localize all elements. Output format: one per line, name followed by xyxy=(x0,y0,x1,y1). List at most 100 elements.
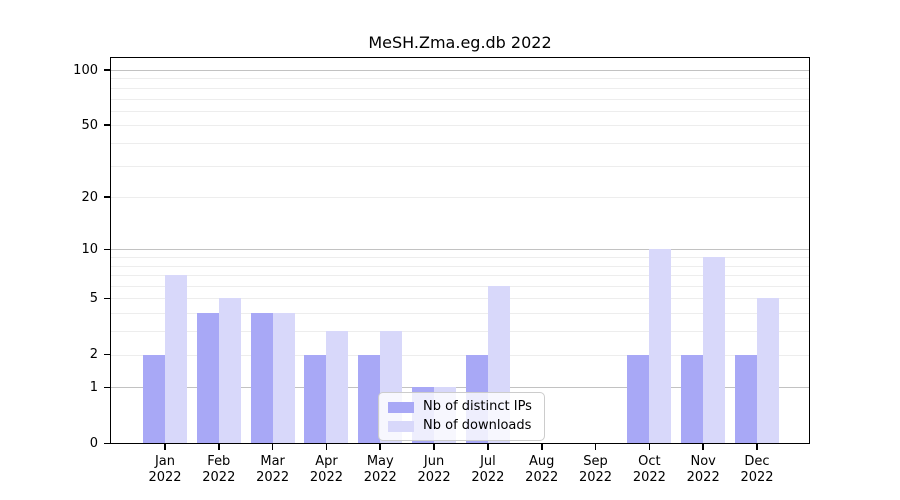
x-label-month: May xyxy=(366,453,394,469)
x-label-year: 2022 xyxy=(202,469,236,485)
x-label-month: Apr xyxy=(315,453,338,469)
gridline-minor xyxy=(111,298,809,300)
y-axis-tick-label: 1 xyxy=(89,379,98,395)
gridline-minor xyxy=(111,78,809,80)
x-label-year: 2022 xyxy=(471,469,505,485)
x-label-year: 2022 xyxy=(686,469,720,485)
x-axis-tick xyxy=(325,443,328,450)
x-axis-tick-label: Apr 2022 xyxy=(310,454,343,486)
bar-distinct-ips xyxy=(627,354,650,444)
gridline-minor xyxy=(111,125,809,127)
gridline-minor xyxy=(111,197,809,199)
y-axis-tick-label: 50 xyxy=(81,117,98,133)
bar-distinct-ips xyxy=(250,313,273,444)
y-axis-tick-label: 0 xyxy=(89,436,98,451)
gridline-minor xyxy=(111,286,809,288)
x-axis-tick-label: Oct 2022 xyxy=(633,454,666,486)
bar-downloads xyxy=(272,313,295,444)
y-axis-tick-label: 10 xyxy=(81,241,98,257)
y-axis-tick-label: 2 xyxy=(89,347,98,363)
legend: Nb of distinct IPs Nb of downloads xyxy=(378,392,545,441)
x-axis-tick xyxy=(487,443,489,450)
x-axis-tick-label: Sep 2022 xyxy=(579,454,612,486)
x-label-year: 2022 xyxy=(148,469,182,485)
x-label-year: 2022 xyxy=(525,469,559,485)
y-axis-tick-label: 5 xyxy=(89,290,98,306)
bar-downloads xyxy=(703,257,726,444)
gridline-minor xyxy=(111,265,809,267)
x-label-year: 2022 xyxy=(309,469,343,485)
bar-downloads xyxy=(326,331,349,444)
gridline-minor xyxy=(111,98,809,100)
chart-title: MeSH.Zma.eg.db 2022 xyxy=(368,33,552,52)
bar-distinct-ips xyxy=(143,354,165,444)
x-axis-tick xyxy=(594,443,597,450)
y-axis-tick xyxy=(104,442,110,445)
gridline-minor xyxy=(111,257,809,259)
x-label-year: 2022 xyxy=(632,469,666,485)
x-axis-tick-label: Mar 2022 xyxy=(256,454,289,486)
x-label-month: Jan xyxy=(154,453,176,469)
x-label-month: Sep xyxy=(583,453,608,469)
y-axis-tick xyxy=(104,196,110,198)
x-label-month: Jul xyxy=(480,453,496,469)
x-axis-tick xyxy=(648,443,651,450)
x-label-month: Aug xyxy=(529,453,555,469)
legend-item-distinct-ips: Nb of distinct IPs xyxy=(388,399,532,415)
bar-distinct-ips xyxy=(358,354,381,444)
gridline-major xyxy=(111,70,809,71)
x-axis-tick xyxy=(218,443,220,450)
gridline-minor xyxy=(111,275,809,277)
x-label-month: Dec xyxy=(744,453,770,469)
x-label-month: Mar xyxy=(260,453,285,469)
x-axis-tick-label: Jan 2022 xyxy=(148,454,181,486)
y-axis-tick-label: 100 xyxy=(73,62,98,78)
gridline-minor xyxy=(111,87,809,89)
x-label-month: Oct xyxy=(638,453,661,469)
x-axis-tick xyxy=(756,443,758,450)
y-axis-tick-label: 20 xyxy=(81,189,98,205)
x-label-month: Jun xyxy=(423,453,445,469)
x-axis-tick-label: Nov 2022 xyxy=(687,454,720,486)
y-axis-tick xyxy=(104,386,110,389)
bar-downloads xyxy=(649,249,672,444)
gridline-minor xyxy=(111,354,809,356)
gridline-minor xyxy=(111,142,809,144)
x-axis-tick xyxy=(433,443,435,450)
bar-distinct-ips xyxy=(304,354,327,444)
x-axis-tick xyxy=(379,443,382,450)
x-axis-tick xyxy=(702,443,704,450)
y-axis-tick xyxy=(104,124,110,127)
legend-label-downloads: Nb of downloads xyxy=(423,418,532,433)
bar-distinct-ips xyxy=(734,354,757,444)
y-axis-tick xyxy=(104,297,110,300)
x-axis-tick-label: Feb 2022 xyxy=(202,454,235,486)
bar-downloads xyxy=(165,275,187,444)
legend-label-distinct-ips: Nb of distinct IPs xyxy=(423,399,532,414)
x-axis-tick-label: Dec 2022 xyxy=(740,454,773,486)
y-axis-tick xyxy=(104,69,110,71)
x-label-year: 2022 xyxy=(417,469,451,485)
x-axis-tick xyxy=(271,443,274,450)
x-axis-tick xyxy=(540,443,543,450)
x-axis-tick-label: Jul 2022 xyxy=(471,454,504,486)
x-label-month: Feb xyxy=(207,453,231,469)
x-axis-tick-label: Aug 2022 xyxy=(525,454,558,486)
x-axis-tick-label: May 2022 xyxy=(364,454,397,486)
legend-item-downloads: Nb of downloads xyxy=(388,418,532,434)
gridline-minor xyxy=(111,313,809,315)
x-label-year: 2022 xyxy=(256,469,290,485)
bar-downloads xyxy=(756,298,779,444)
x-axis-tick-label: Jun 2022 xyxy=(418,454,451,486)
gridline-major xyxy=(111,249,809,251)
legend-swatch-downloads xyxy=(388,420,414,432)
x-axis-tick xyxy=(164,443,166,450)
bar-distinct-ips xyxy=(681,354,704,444)
x-label-month: Nov xyxy=(690,453,716,469)
y-axis-tick xyxy=(104,248,110,251)
bar-downloads xyxy=(218,298,241,444)
x-label-year: 2022 xyxy=(363,469,397,485)
legend-swatch-distinct-ips xyxy=(388,401,414,413)
x-label-year: 2022 xyxy=(740,469,774,485)
